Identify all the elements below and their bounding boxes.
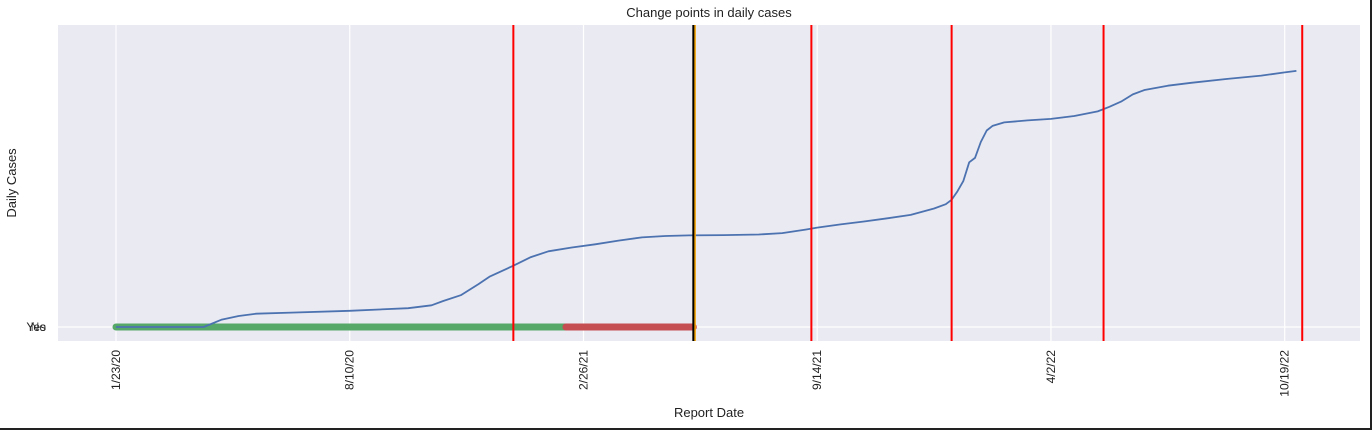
y-tick-label: No [31, 320, 47, 334]
x-tick-label: 1/23/20 [109, 350, 123, 390]
x-tick-label: 9/14/21 [810, 350, 824, 390]
chart-title: Change points in daily cases [626, 5, 792, 20]
x-tick-label: 8/10/20 [343, 350, 357, 390]
x-tick-label: 10/19/22 [1278, 350, 1292, 397]
y-axis-title: Daily Cases [4, 148, 19, 218]
x-axis-title: Report Date [674, 405, 744, 420]
cases-line [116, 70, 1297, 328]
plot-area [58, 25, 1360, 341]
change-point-lines [512, 25, 1304, 341]
series-layer [116, 70, 1297, 328]
y-tick-label: Yes [26, 320, 46, 334]
x-tick-label: 4/2/22 [1044, 350, 1058, 384]
x-tick-label: 2/26/21 [576, 350, 590, 390]
x-tick-labels: 1/23/20 8/10/20 2/26/21 9/14/21 4/2/22 10/19/… [109, 350, 1292, 397]
